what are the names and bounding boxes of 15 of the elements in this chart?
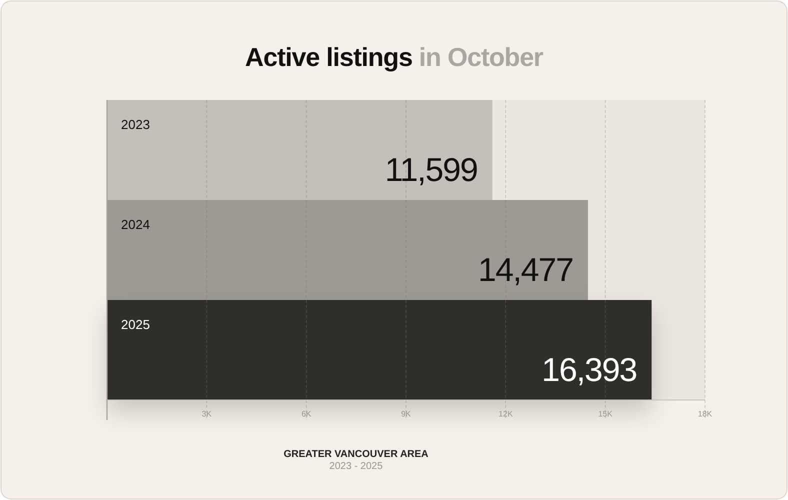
data-label: 14,477 — [478, 251, 573, 288]
x-tick-label: 15K — [598, 410, 614, 419]
x-tick-label: 9K — [401, 410, 412, 419]
x-tick-label: 18K — [698, 410, 713, 419]
text: GREATER VANCOUVER AREA — [284, 449, 428, 460]
x-tick-label: 6K — [301, 410, 312, 419]
chart-title: Active listings in October — [245, 42, 544, 72]
y-tick-label: 2025 — [121, 317, 150, 332]
x-tick-label: 3K — [202, 410, 212, 419]
data-label: 11,599 — [384, 151, 478, 188]
x-tick-label: 12K — [498, 410, 514, 419]
data-label: 16,393 — [542, 351, 637, 388]
y-tick-label: 2024 — [121, 217, 150, 232]
y-tick-label: 2023 — [121, 117, 150, 132]
text: 2023 - 2025 — [329, 461, 384, 472]
